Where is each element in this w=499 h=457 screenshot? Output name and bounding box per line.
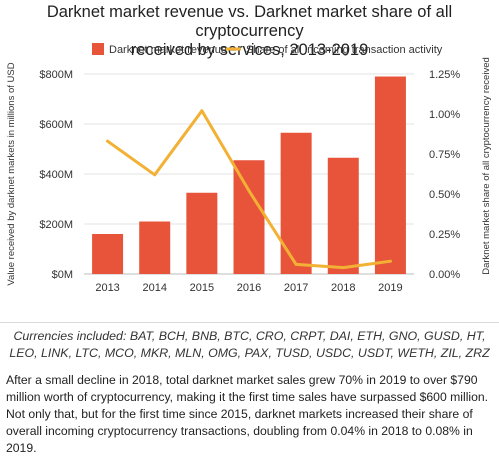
axis-ticks: $0M $200M $400M $600M $800M 0.00% 0.25% 0.50% 0.…: [39, 69, 460, 294]
y2-tick-label: 0.50%: [429, 189, 460, 201]
y2-tick-label: 1.25%: [429, 69, 460, 81]
revenue-bar: [92, 234, 124, 274]
share-point: [294, 262, 298, 266]
y-tick-label: $0M: [52, 269, 73, 281]
share-line-layer: [106, 109, 392, 270]
y2-tick-label: 0.25%: [429, 229, 460, 241]
share-point: [247, 189, 251, 193]
revenue-bar: [233, 160, 265, 274]
revenue-bar: [374, 76, 406, 274]
y-tick-label: $800M: [39, 69, 73, 81]
share-point: [200, 109, 204, 113]
x-tick-label: 2018: [331, 282, 355, 294]
x-tick-label: 2017: [284, 282, 308, 294]
chart-title-line-1: Darknet market revenue vs. Darknet marke…: [46, 3, 453, 40]
legend-label-revenue: Darknet market revenue: [109, 44, 227, 56]
y-axis-label: Value received by darknet markets in mil…: [6, 62, 17, 285]
legend: Darknet market revenue Share of all incom…: [92, 43, 443, 56]
divider: [0, 322, 499, 323]
revenue-bar: [327, 157, 359, 274]
chart-title-line-2: received by services, 2013-2019: [130, 41, 369, 59]
share-point: [106, 139, 110, 143]
y-tick-label: $200M: [39, 219, 73, 231]
revenue-bar: [186, 192, 218, 274]
y-tick-label: $400M: [39, 169, 73, 181]
x-tick-label: 2015: [190, 282, 214, 294]
share-point: [388, 259, 392, 263]
x-tick-label: 2019: [378, 282, 402, 294]
combo-chart: $0M $200M $400M $600M $800M 0.00% 0.25% 0.50% 0.…: [6, 43, 492, 294]
chart-title: Darknet market revenue vs. Darknet marke…: [0, 3, 499, 60]
legend-label-share: Share of all incoming transaction activi…: [246, 44, 443, 56]
y2-tick-label: 0.00%: [429, 269, 460, 281]
x-tick-label: 2016: [237, 282, 261, 294]
summary-paragraph: After a small decline in 2018, total dar…: [6, 373, 489, 455]
share-point: [341, 266, 345, 270]
revenue-bar: [280, 132, 312, 274]
legend-swatch-revenue: [92, 43, 104, 55]
revenue-bar: [139, 221, 171, 274]
x-tick-label: 2013: [95, 282, 119, 294]
y-tick-label: $600M: [39, 119, 73, 131]
y2-tick-label: 1.00%: [429, 109, 460, 121]
share-point: [153, 173, 157, 177]
y2-tick-label: 0.75%: [429, 149, 460, 161]
revenue-bars: [92, 76, 406, 274]
x-tick-label: 2014: [142, 282, 166, 294]
currencies-note: Currencies included: BAT, BCH, BNB, BTC,…: [9, 329, 490, 360]
y2-axis-label: Darknet market share of all cryptocurren…: [481, 57, 492, 275]
